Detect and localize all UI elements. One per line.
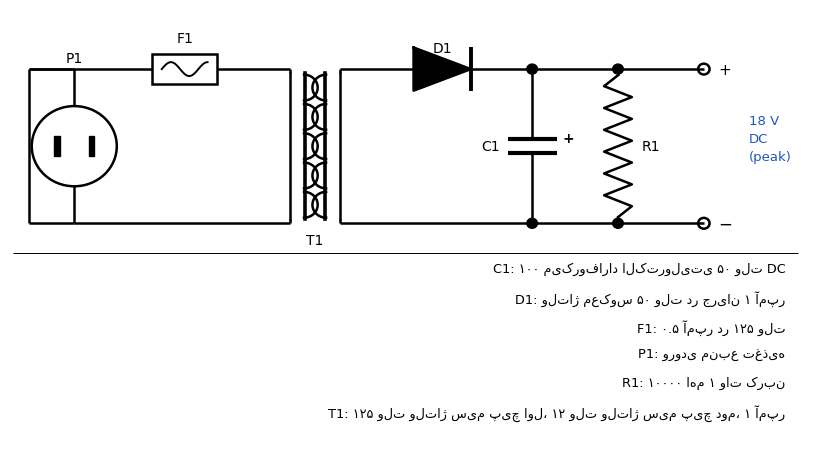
Text: C1: ۱۰۰ میکروفاراد الکترولیتی ۵۰ ولت DC: C1: ۱۰۰ میکروفاراد الکترولیتی ۵۰ ولت DC <box>493 262 785 275</box>
Text: −: − <box>718 215 732 233</box>
Text: C1: C1 <box>481 140 500 154</box>
Text: +: + <box>563 131 574 145</box>
Text: T1: ۱۲۵ ولت ولتاژ سیم پیچ اول، ۱۲ ولت ولتاژ سیم پیچ دوم، ۱ آمپر: T1: ۱۲۵ ولت ولتاژ سیم پیچ اول، ۱۲ ولت ول… <box>328 405 785 421</box>
Circle shape <box>527 65 537 75</box>
Bar <box>88 137 94 157</box>
Text: R1: ۱۰۰۰۰ اهم ۱ وات کربن: R1: ۱۰۰۰۰ اهم ۱ وات کربن <box>622 376 785 389</box>
Text: D1: D1 <box>432 42 452 56</box>
Circle shape <box>613 219 623 229</box>
Text: R1: R1 <box>642 140 660 154</box>
Text: P1: P1 <box>66 52 83 66</box>
Polygon shape <box>414 49 471 92</box>
Circle shape <box>613 65 623 75</box>
Text: F1: F1 <box>176 32 193 46</box>
Circle shape <box>527 219 537 229</box>
Text: F1: ۰.۵ آمپر در ۱۲۵ ولت: F1: ۰.۵ آمپر در ۱۲۵ ولت <box>637 319 785 335</box>
Bar <box>54 137 60 157</box>
Text: D1: ولتاژ معکوس ۵۰ ولت در جریان ۱ آمپر: D1: ولتاژ معکوس ۵۰ ولت در جریان ۱ آمپر <box>515 291 785 307</box>
Bar <box>152 55 217 85</box>
Text: +: + <box>718 63 731 77</box>
Text: T1: T1 <box>306 233 324 247</box>
Text: 18 V
DC
(peak): 18 V DC (peak) <box>749 115 792 163</box>
Text: P1: ورودی منبع تغذیه: P1: ورودی منبع تغذیه <box>639 348 785 361</box>
